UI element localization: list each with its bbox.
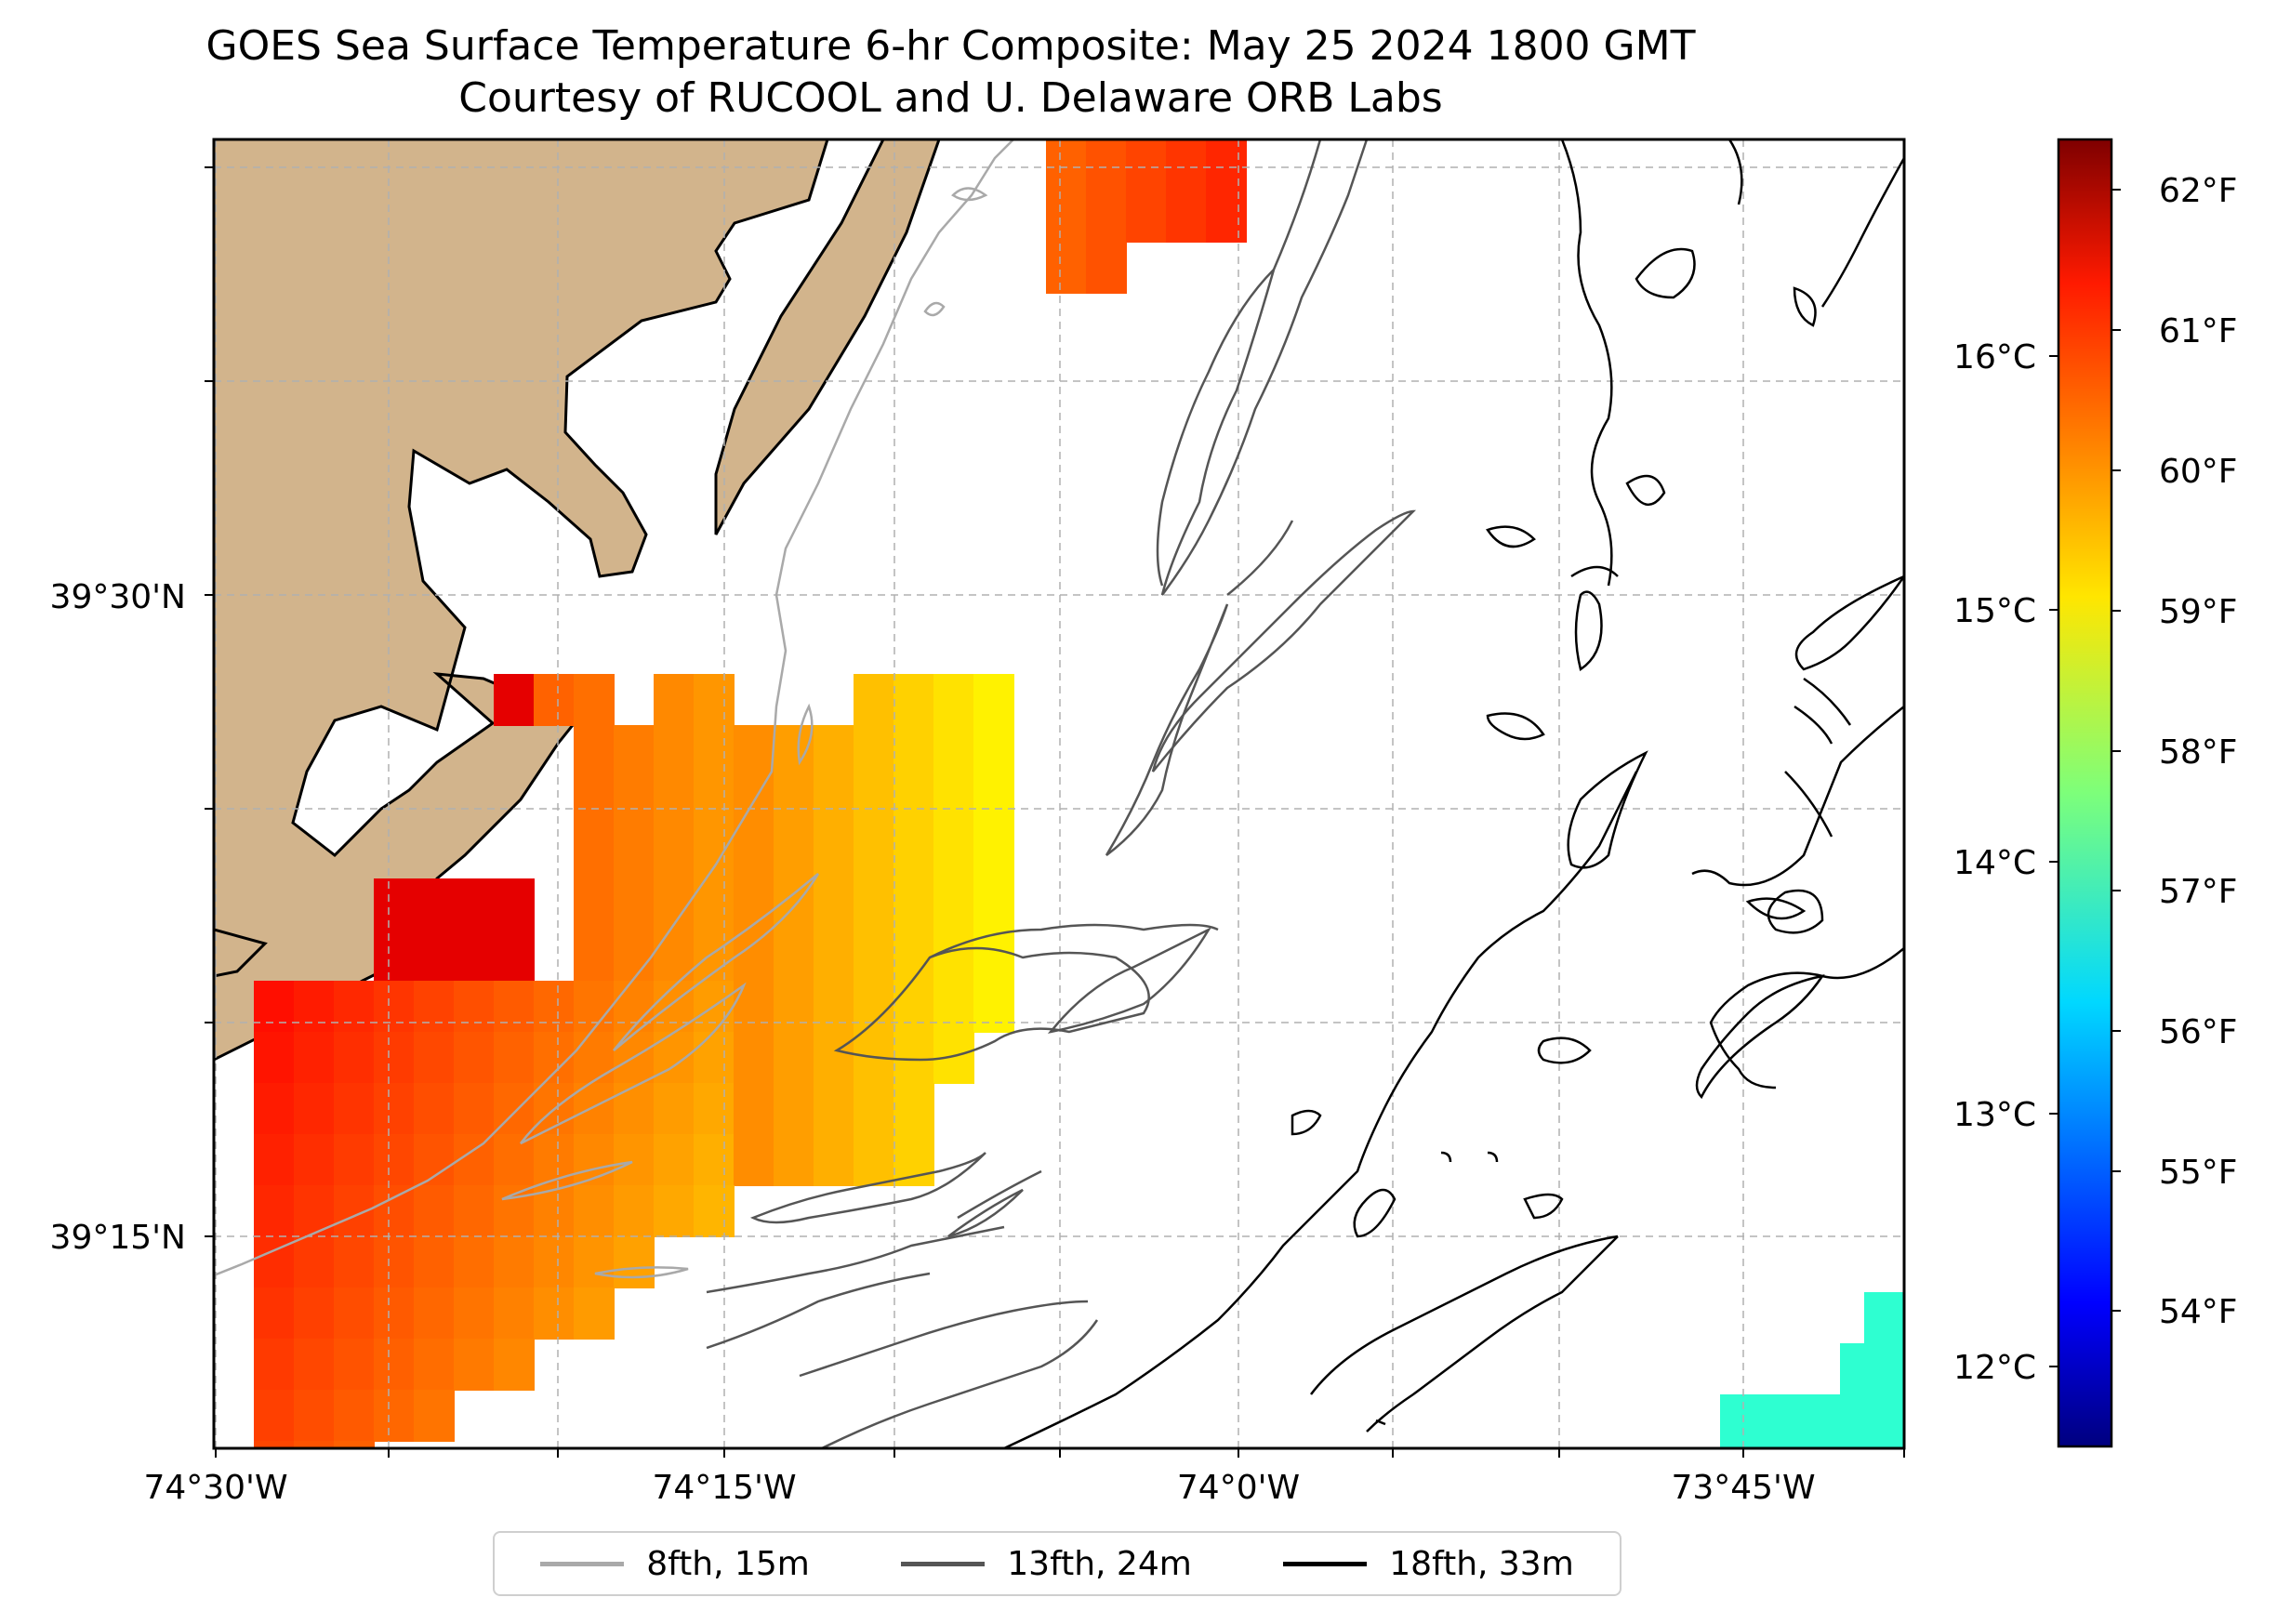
map-title: GOES Sea Surface Temperature 6-hr Compos… [205, 22, 1696, 70]
colorbar-c-label: 15°C [1953, 592, 2036, 630]
colorbar-f-label: 54°F [2159, 1293, 2238, 1331]
contour-legend: 8fth, 15m 13fth, 24m 18fth, 33m [493, 1531, 1622, 1596]
legend-label: 13fth, 24m [1007, 1544, 1192, 1583]
legend-line-swatch [1283, 1561, 1368, 1566]
lon-tick-label: 74°0'W [1177, 1469, 1300, 1507]
land-peninsula [714, 139, 941, 535]
legend-line-swatch [901, 1561, 986, 1566]
colorbar-f-label: 59°F [2159, 593, 2238, 631]
colorbar-c-label: 12°C [1953, 1349, 2036, 1387]
map-area [214, 139, 1904, 1448]
colorbar [2057, 138, 2113, 1448]
lon-tick-label: 74°15'W [652, 1469, 796, 1507]
legend-label: 8fth, 15m [646, 1544, 810, 1583]
land-mass [214, 139, 829, 1062]
colorbar-f-label: 57°F [2159, 873, 2238, 911]
colorbar-ticks [2049, 189, 2121, 1367]
sst-pixel-grid [254, 139, 1904, 1448]
colorbar-f-label: 62°F [2159, 172, 2238, 210]
colorbar-f-label: 56°F [2159, 1013, 2238, 1051]
colorbar-c-label: 13°C [1953, 1096, 2036, 1134]
colorbar-c-label: 16°C [1953, 338, 2036, 376]
map-subtitle: Courtesy of RUCOOL and U. Delaware ORB L… [458, 74, 1443, 122]
legend-item-13fth: 13fth, 24m [901, 1545, 1192, 1583]
legend-label: 18fth, 33m [1389, 1544, 1574, 1583]
axis-ticks [205, 166, 1905, 1458]
contour-18fth [1003, 139, 1904, 1448]
contour-8fth [214, 139, 1014, 1279]
colorbar-f-label: 61°F [2159, 312, 2238, 350]
colorbar-f-label: 55°F [2159, 1154, 2238, 1192]
lat-tick-label: 39°30'N [50, 578, 186, 616]
legend-item-18fth: 18fth, 33m [1283, 1545, 1574, 1583]
colorbar-f-label: 58°F [2159, 733, 2238, 772]
lat-tick-label: 39°15'N [50, 1219, 186, 1257]
colorbar-c-label: 14°C [1953, 844, 2036, 882]
contour-13fth [706, 139, 1417, 1448]
lon-tick-label: 73°45'W [1671, 1469, 1815, 1507]
colorbar-f-label: 60°F [2159, 453, 2238, 491]
legend-line-swatch [540, 1561, 625, 1566]
lon-tick-label: 74°30'W [143, 1469, 287, 1507]
land-cape [214, 928, 268, 978]
legend-item-8fth: 8fth, 15m [540, 1545, 810, 1583]
